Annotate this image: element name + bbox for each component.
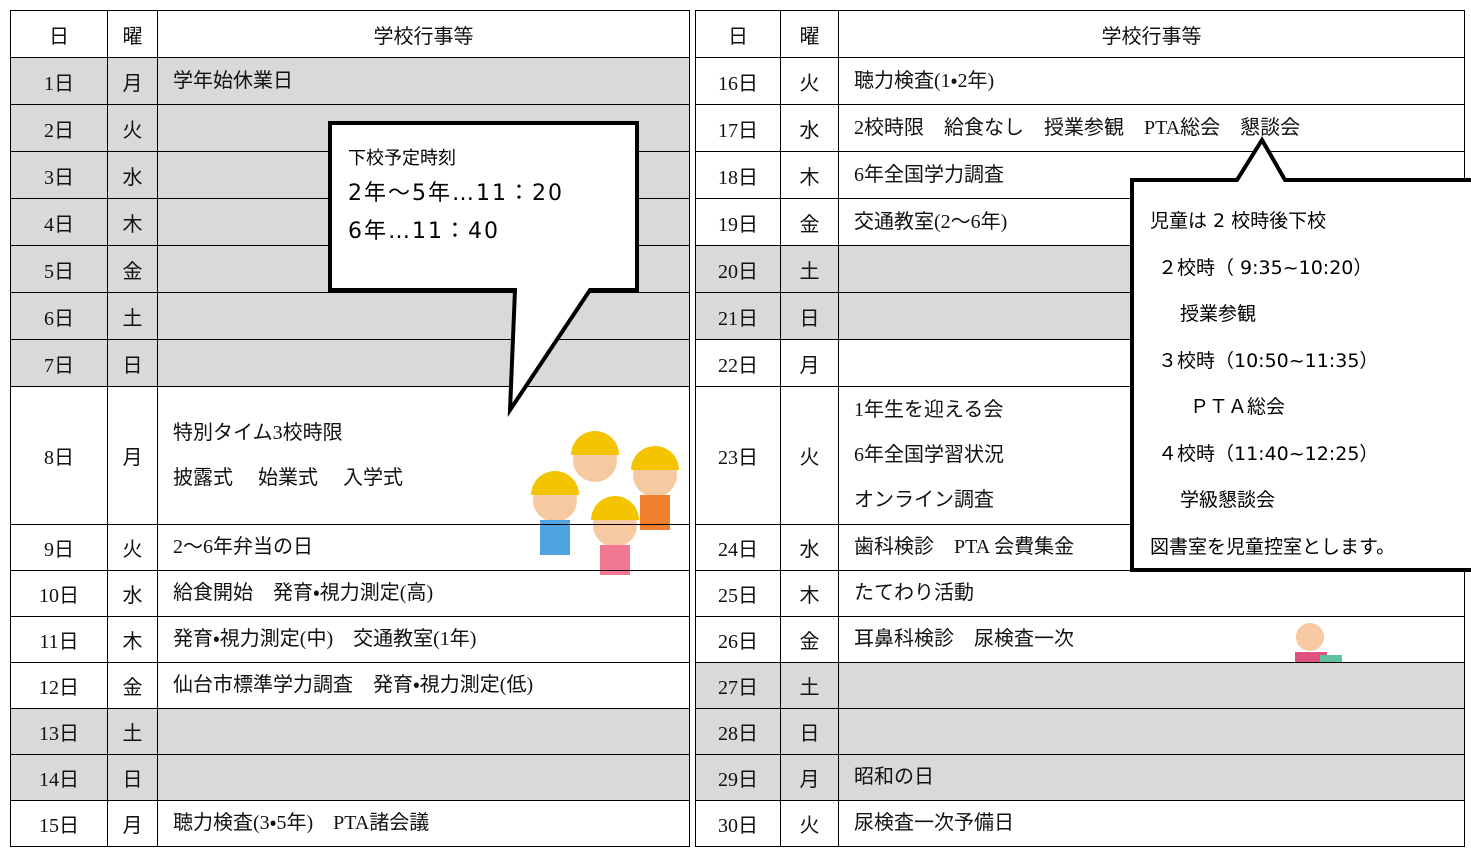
- event-text: 聴力検査(3・5年) PTA諸会議: [173, 812, 430, 834]
- callout-line: ＰＴＡ総会: [1190, 396, 1286, 418]
- event-text: 披露式 始業式 入学式: [173, 466, 403, 489]
- day-cell: 28日: [695, 708, 781, 755]
- callout-line: 学級懇談会: [1180, 489, 1276, 511]
- day-cell: 29日: [695, 754, 781, 801]
- weekday-cell: 日: [107, 339, 158, 387]
- callout-1-text: 下校予定時刻 2年～5年…11：20 6年…11：40: [348, 143, 564, 251]
- callout-line: 授業参観: [1180, 303, 1257, 325]
- callout-line: 図書室を児童控室とします。: [1150, 535, 1396, 558]
- day-cell: 21日: [695, 292, 781, 340]
- event-text: 交通教室(2～6年): [854, 210, 1008, 233]
- weekday-cell: 金: [107, 245, 158, 293]
- callout-line: 児童は 2 校時後下校: [1150, 210, 1327, 232]
- events-cell: [157, 339, 690, 387]
- event-text: 6年全国学力調査: [854, 163, 1004, 186]
- callout-2: [1130, 136, 1471, 572]
- callout-2-text: 児童は 2 校時後下校 ２校時（ 9:35~10:20） 授業参観 ３校時（10:50…: [1150, 198, 1395, 570]
- weekday-cell: 土: [107, 708, 158, 755]
- weekday-cell: 火: [107, 104, 158, 152]
- event-text: たてわり活動: [854, 582, 974, 604]
- weekday-cell: 日: [780, 708, 839, 755]
- event-text: 耳鼻科検診 尿検査一次: [854, 628, 1074, 650]
- events-cell: 聴力検査(3・5年) PTA諸会議: [157, 800, 690, 847]
- callout-line: ２校時（ 9:35~10:20）: [1158, 256, 1373, 279]
- events-cell: 昭和の日: [838, 754, 1465, 801]
- event-text: 2～6年弁当の日: [173, 536, 313, 558]
- event-text: 給食開始 発育・視力測定(高): [173, 582, 434, 604]
- callout-line: 下校予定時刻: [348, 148, 456, 169]
- weekday-cell: 日: [780, 292, 839, 340]
- event-text: 尿検査一次予備日: [854, 812, 1014, 834]
- events-cell: 学年始休業日: [157, 57, 690, 105]
- event-text: 学年始休業日: [173, 69, 293, 92]
- event-text: 2校時限 給食なし 授業参観 PTA総会 懇談会: [854, 116, 1301, 139]
- day-cell: 7日: [10, 339, 108, 387]
- weekday-cell: 月: [780, 754, 839, 801]
- events-cell: [838, 708, 1465, 755]
- weekday-cell: 日: [107, 754, 158, 801]
- events-cell: 尿検査一次予備日: [838, 800, 1465, 847]
- event-text: 6年全国学習状況: [854, 444, 1004, 466]
- event-text: 特別タイム3校時限: [173, 421, 343, 444]
- events-cell: [157, 708, 690, 755]
- events-cell: [157, 754, 690, 801]
- callout-line: 6年…11：40: [348, 219, 500, 244]
- event-text: 昭和の日: [854, 766, 934, 788]
- event-text: 仙台市標準学力調査 発育・視力測定(低): [173, 674, 534, 696]
- day-cell: 27日: [695, 662, 781, 709]
- day-cell: 14日: [10, 754, 108, 801]
- event-text: 歯科検診 PTA 会費集金: [854, 536, 1075, 558]
- day-cell: 1日: [10, 57, 108, 105]
- day-cell: 5日: [10, 245, 108, 293]
- weekday-cell: 土: [780, 245, 839, 293]
- event-text: 聴力検査(1・2年): [854, 69, 995, 92]
- event-text: 1年生を迎える会: [854, 399, 1004, 421]
- callout-line: 2年～5年…11：20: [348, 181, 564, 206]
- event-text: 発育・視力測定(中) 交通教室(1年): [173, 628, 477, 650]
- events-cell: [157, 292, 690, 340]
- day-cell: 4日: [10, 198, 108, 246]
- event-text: オンライン調査: [854, 489, 994, 511]
- kids-illustration: [531, 431, 679, 575]
- day-cell: 20日: [695, 245, 781, 293]
- callout-1: [328, 121, 639, 418]
- callout-line: ３校時（10:50~11:35）: [1158, 349, 1379, 372]
- callout-line: ４校時（11:40~12:25）: [1158, 442, 1379, 465]
